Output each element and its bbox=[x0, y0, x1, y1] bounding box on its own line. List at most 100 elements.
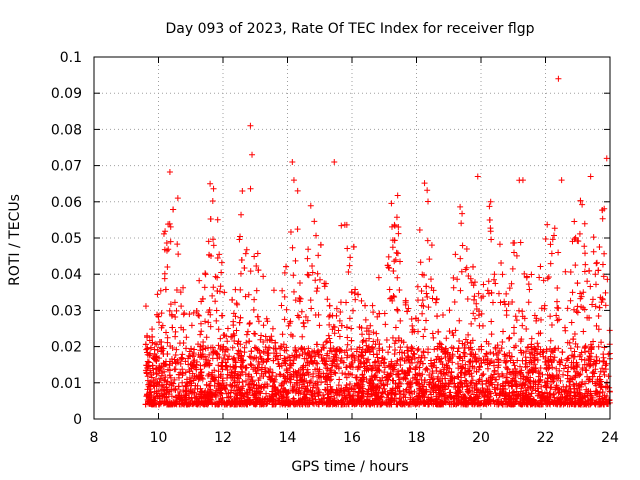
data-point bbox=[411, 396, 418, 403]
data-point bbox=[385, 396, 392, 403]
data-point bbox=[553, 365, 560, 372]
data-point bbox=[495, 290, 502, 297]
data-point bbox=[501, 357, 508, 364]
data-point bbox=[421, 377, 428, 384]
data-point bbox=[603, 379, 610, 386]
data-point bbox=[465, 331, 472, 338]
data-point bbox=[526, 286, 533, 293]
data-point bbox=[522, 387, 529, 394]
data-point bbox=[537, 365, 544, 372]
data-point bbox=[348, 385, 355, 392]
data-point bbox=[602, 362, 609, 369]
data-point bbox=[451, 299, 458, 306]
data-point bbox=[153, 357, 160, 364]
data-point bbox=[471, 315, 478, 322]
data-point bbox=[209, 198, 216, 205]
data-point bbox=[316, 322, 323, 329]
data-point bbox=[577, 290, 584, 297]
data-point bbox=[338, 222, 345, 229]
data-point bbox=[273, 353, 280, 360]
data-point bbox=[429, 330, 436, 337]
data-point bbox=[579, 201, 586, 208]
data-point bbox=[591, 370, 598, 377]
data-point bbox=[569, 289, 576, 296]
data-point bbox=[217, 283, 224, 290]
data-point bbox=[299, 333, 306, 340]
data-point bbox=[285, 401, 292, 408]
data-point bbox=[294, 187, 301, 194]
data-point bbox=[286, 364, 293, 371]
data-point bbox=[223, 390, 230, 397]
data-point bbox=[323, 370, 330, 377]
data-point bbox=[278, 382, 285, 389]
data-point bbox=[601, 358, 608, 365]
x-tick-label: 18 bbox=[408, 430, 426, 446]
data-point bbox=[568, 364, 575, 371]
data-point bbox=[240, 393, 247, 400]
data-point bbox=[593, 259, 600, 266]
data-point bbox=[186, 311, 193, 318]
data-point bbox=[142, 367, 149, 374]
data-point bbox=[537, 330, 544, 337]
data-point bbox=[534, 357, 541, 364]
data-point bbox=[596, 396, 603, 403]
data-point bbox=[457, 203, 464, 210]
data-point bbox=[376, 395, 383, 402]
data-point bbox=[167, 374, 174, 381]
data-point bbox=[542, 358, 549, 365]
data-point bbox=[335, 365, 342, 372]
data-point bbox=[372, 374, 379, 381]
data-point bbox=[202, 318, 209, 325]
data-point bbox=[157, 366, 164, 373]
data-point bbox=[423, 290, 430, 297]
data-point bbox=[470, 310, 477, 317]
data-point bbox=[460, 399, 467, 406]
data-point bbox=[217, 335, 224, 342]
data-point bbox=[528, 271, 535, 278]
data-point bbox=[356, 324, 363, 331]
data-point bbox=[281, 359, 288, 366]
data-point bbox=[368, 391, 375, 398]
data-point bbox=[312, 277, 319, 284]
data-point bbox=[365, 327, 372, 334]
data-point bbox=[595, 326, 602, 333]
data-point bbox=[572, 234, 579, 241]
data-point bbox=[230, 363, 237, 370]
data-point bbox=[214, 274, 221, 281]
data-point bbox=[219, 380, 226, 387]
data-point bbox=[420, 391, 427, 398]
data-point bbox=[512, 373, 519, 380]
data-point bbox=[143, 346, 150, 353]
data-point bbox=[320, 344, 327, 351]
data-point bbox=[402, 297, 409, 304]
data-point bbox=[459, 210, 466, 217]
data-point bbox=[298, 308, 305, 315]
data-point bbox=[217, 389, 224, 396]
data-point bbox=[205, 344, 212, 351]
data-point bbox=[553, 312, 560, 319]
data-point bbox=[528, 335, 535, 342]
data-point bbox=[388, 360, 395, 367]
data-point bbox=[389, 297, 396, 304]
data-point bbox=[366, 362, 373, 369]
data-point bbox=[381, 310, 388, 317]
data-point bbox=[185, 355, 192, 362]
data-point bbox=[223, 346, 230, 353]
x-tick-label: 14 bbox=[279, 430, 297, 446]
data-point bbox=[600, 368, 607, 375]
data-point bbox=[313, 232, 320, 239]
data-point bbox=[398, 368, 405, 375]
data-point bbox=[464, 386, 471, 393]
data-point bbox=[248, 380, 255, 387]
data-point bbox=[262, 333, 269, 340]
data-point bbox=[260, 359, 267, 366]
data-point bbox=[467, 394, 474, 401]
data-point bbox=[517, 239, 524, 246]
data-point bbox=[244, 401, 251, 408]
data-point bbox=[405, 305, 412, 312]
data-point bbox=[253, 385, 260, 392]
data-point bbox=[582, 250, 589, 257]
data-point bbox=[514, 357, 521, 364]
data-point bbox=[594, 389, 601, 396]
data-point bbox=[300, 362, 307, 369]
